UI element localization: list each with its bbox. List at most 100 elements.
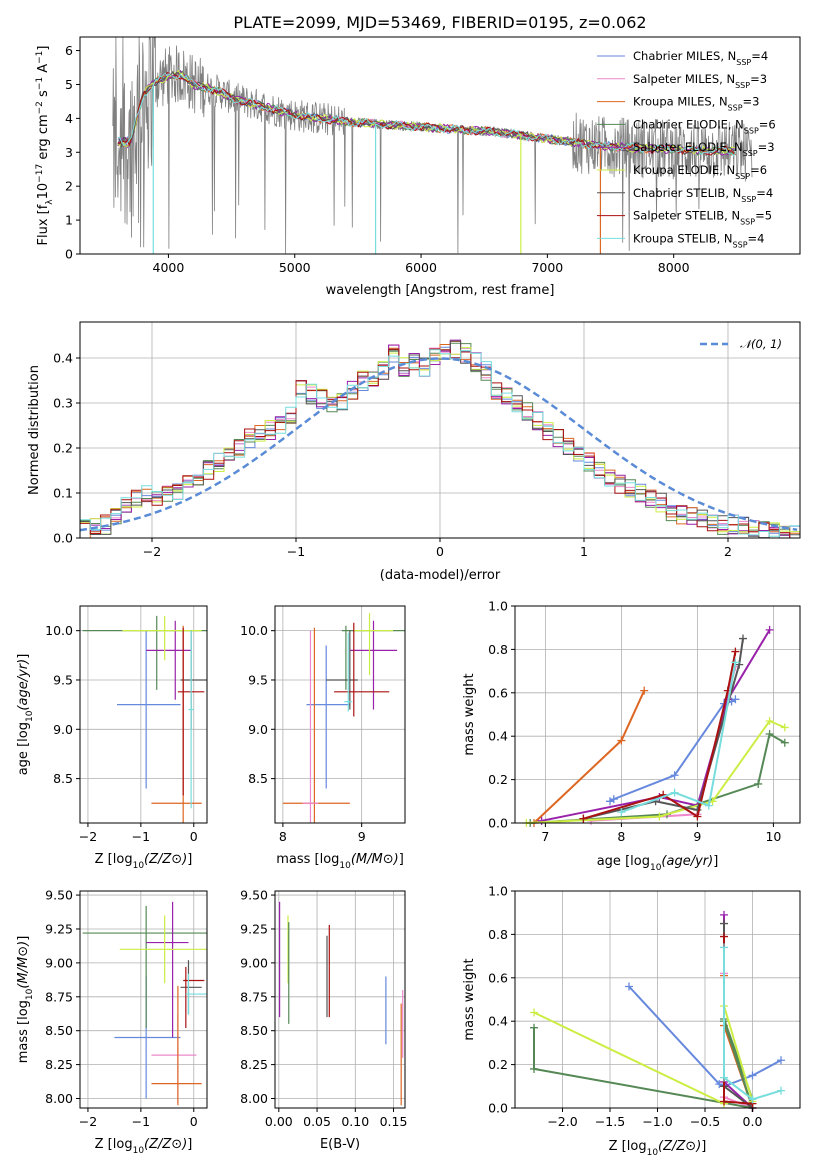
point-marker <box>530 1008 538 1017</box>
point-marker <box>720 1097 728 1106</box>
point-marker <box>777 1056 785 1065</box>
legend-label: Salpeter ELODIE, NSSP=3 <box>633 140 775 158</box>
y-tick-label: 9.00 <box>240 955 268 970</box>
y-tick-label: 9.0 <box>248 722 268 737</box>
y-tick-label: 0.6 <box>488 685 508 700</box>
legend-label: Salpeter MILES, NSSP=3 <box>633 72 767 90</box>
x-axis-label: mass [log10(M/M⊙)] <box>276 852 404 871</box>
y-tick-label: 0.4 <box>53 351 73 366</box>
y-tick-label: 9.5 <box>53 672 73 687</box>
y-tick-label: 8.00 <box>45 1091 73 1106</box>
age-mass-weight-panel: 7 8 9 10 0.0 0.2 0.4 0.6 0.8 1.0 age [log10(age/yr… <box>462 599 801 873</box>
x-axis-label: age [log10(age/yr)] <box>597 854 719 873</box>
z-mass-weight-panel: −2.0 −1.5 −1.0 −0.5 0.0 0.0 0.2 0.4 0.6 0.8 1.0 Z [… <box>462 884 801 1158</box>
x-tick-label: −1.0 <box>642 1114 672 1129</box>
point-marker <box>617 808 626 817</box>
point-marker <box>748 1095 757 1104</box>
residuals-panel: −2 −1 0 1 2 0.0 0.1 0.2 0.3 0.4 𝒩(0, 1) (data-model… <box>27 321 801 583</box>
x-axis-label: Z [log10(Z/Z⊙)] <box>95 1137 193 1156</box>
x-tick-label: 7 <box>541 829 549 844</box>
x-tick-label: −2.0 <box>547 1114 577 1129</box>
legend-label: Kroupa MILES, NSSP=3 <box>633 95 759 113</box>
point-marker <box>765 717 774 726</box>
line-chabrier_elodie <box>530 732 786 824</box>
line-salpeter_elodie <box>723 914 754 1109</box>
point-marker <box>720 932 728 941</box>
point-marker <box>530 1064 538 1073</box>
x-tick-label: 0 <box>190 1114 198 1129</box>
y-tick-label: 10.0 <box>45 623 73 638</box>
x-axis-label: (data-model)/error <box>380 568 501 583</box>
x-tick-label: 9 <box>693 829 701 844</box>
point-marker <box>748 1071 757 1080</box>
y-tick-label: 3 <box>65 145 73 160</box>
y-tick-label: 4 <box>65 111 73 126</box>
x-tick-label: 9 <box>358 829 366 844</box>
y-tick-label: 8.00 <box>240 1091 268 1106</box>
x-tick-label: 1 <box>580 544 588 559</box>
z-mass-panel: −2 −1 0 8.00 8.25 8.50 8.75 9.00 9.25 9.50 Z [log1… <box>16 888 208 1156</box>
figure-title: PLATE=2099, MJD=53469, FIBERID=0195, z=0… <box>233 13 646 32</box>
axes-frame <box>274 890 406 1109</box>
x-tick-label: 5000 <box>279 260 311 275</box>
y-tick-label: 0 <box>65 247 73 262</box>
line-chabrier_elodie <box>533 1018 754 1110</box>
y-tick-label: 9.25 <box>240 921 268 936</box>
x-tick-label: 6000 <box>405 260 437 275</box>
y-tick-label: 0.3 <box>53 396 73 411</box>
point-marker <box>780 723 789 732</box>
x-axis-label: Z [log10(Z/Z⊙)] <box>95 852 193 871</box>
y-tick-label: 8.25 <box>240 1057 268 1072</box>
x-tick-label: −0.5 <box>690 1114 720 1129</box>
point-marker <box>739 634 747 643</box>
y-tick-label: 1.0 <box>488 884 508 899</box>
point-marker <box>579 814 588 823</box>
y-axis-label: Normed distribution <box>27 365 42 495</box>
point-marker <box>704 801 713 810</box>
y-tick-label: 8.50 <box>45 1023 73 1038</box>
x-tick-label: 0.15 <box>380 1114 408 1129</box>
x-tick-label: 0.05 <box>303 1114 331 1129</box>
point-marker <box>720 943 728 952</box>
x-tick-label: 7000 <box>531 260 563 275</box>
x-tick-label: 0.0 <box>743 1114 763 1129</box>
point-marker <box>731 647 740 656</box>
axes-frame <box>79 890 208 1109</box>
line-kroupa_stelib <box>723 947 782 1101</box>
x-tick-label: −2 <box>79 829 97 844</box>
histogram-kroupa_stelib <box>80 349 800 537</box>
x-tick-label: 0.10 <box>341 1114 369 1129</box>
x-axis-label: wavelength [Angstrom, rest frame] <box>326 283 555 298</box>
axes-frame <box>274 605 406 824</box>
x-tick-label: 10 <box>765 829 781 844</box>
y-tick-label: 0.6 <box>488 970 508 985</box>
y-tick-label: 0.4 <box>488 1014 508 1029</box>
point-marker <box>609 795 618 804</box>
y-axis-label: mass weight <box>462 673 477 755</box>
y-tick-label: 9.50 <box>240 888 268 903</box>
point-marker <box>754 779 763 788</box>
x-tick-label: −1 <box>287 544 305 559</box>
y-tick-label: 0.0 <box>53 531 73 546</box>
normal-curve <box>79 357 798 532</box>
y-tick-label: 2 <box>65 179 73 194</box>
y-tick-label: 10.0 <box>240 623 268 638</box>
point-marker <box>693 812 702 821</box>
y-axis-label: Flux [fλ10−17 erg cm−2 s−1 A−1] <box>35 46 55 246</box>
point-marker <box>720 910 728 919</box>
x-tick-label: 2 <box>724 544 732 559</box>
point-marker <box>765 625 774 634</box>
y-axis-label: age [log10(age/yr)] <box>16 654 35 776</box>
y-tick-label: 9.5 <box>248 672 268 687</box>
y-tick-label: 8.25 <box>45 1057 73 1072</box>
y-tick-label: 8.75 <box>240 989 268 1004</box>
model-line-salpeter_stelib <box>117 72 736 156</box>
point-marker <box>777 1086 785 1095</box>
legend-label: Kroupa ELODIE, NSSP=6 <box>633 163 767 181</box>
x-tick-label: −2 <box>79 1114 97 1129</box>
x-tick-label: 0.00 <box>265 1114 293 1129</box>
legend-label: Chabrier MILES, NSSP=4 <box>633 49 768 67</box>
y-tick-label: 0.0 <box>488 816 508 831</box>
y-tick-label: 0.8 <box>488 642 508 657</box>
